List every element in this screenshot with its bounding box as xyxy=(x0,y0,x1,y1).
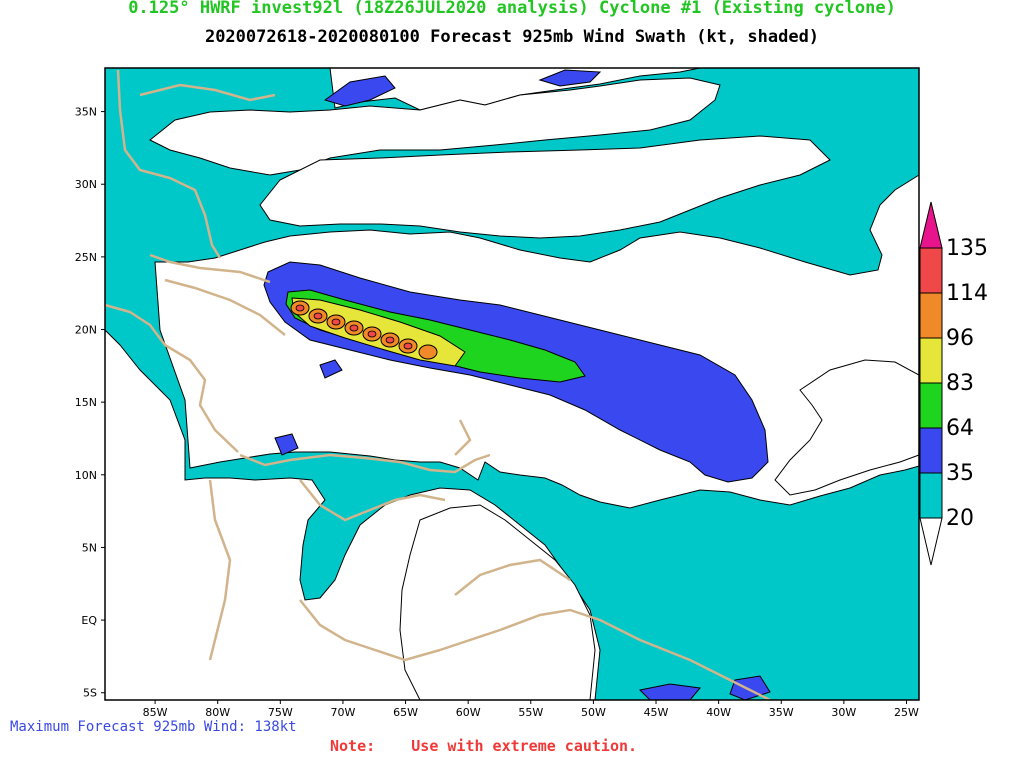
lat-label: 5S xyxy=(83,687,97,700)
colorbar-96-114 xyxy=(919,292,943,339)
latitude-axis: 35N 30N 25N 20N 15N 10N 5N EQ 5S xyxy=(75,106,105,700)
lon-label: 70W xyxy=(331,706,356,719)
lon-label: 45W xyxy=(644,706,669,719)
longitude-axis: 85W 80W 75W 70W 65W 60W 55W 50W 45W 40W 35W 30W 25W xyxy=(143,700,919,719)
colorbar-top-arrow xyxy=(919,201,943,249)
lon-label: 80W xyxy=(205,706,230,719)
calm-region-east xyxy=(774,359,920,496)
lon-label: 30W xyxy=(831,706,856,719)
lon-label: 60W xyxy=(456,706,481,719)
lon-label: 40W xyxy=(706,706,731,719)
lon-label: 35W xyxy=(769,706,794,719)
max-wind-text: Maximum Forecast 925mb Wind: 138kt xyxy=(10,719,297,735)
colorbar-64-83 xyxy=(919,382,943,429)
chart-subtitle: 2020072618-2020080100 Forecast 925mb Win… xyxy=(204,27,820,47)
lat-label: 5N xyxy=(82,541,97,554)
calm-region-south-america xyxy=(399,504,596,701)
lon-label: 55W xyxy=(518,706,543,719)
lon-label: 85W xyxy=(143,706,168,719)
lat-label: 15N xyxy=(75,396,97,409)
lat-label: 35N xyxy=(75,106,97,119)
lat-label: 25N xyxy=(75,251,97,264)
lon-label: 65W xyxy=(393,706,418,719)
calm-region-central xyxy=(259,135,831,239)
lat-label: 20N xyxy=(75,324,97,337)
colorbar-20-35 xyxy=(919,472,943,519)
colorbar-label-135: 135 xyxy=(946,236,988,261)
lat-label: 30N xyxy=(75,178,97,191)
chart-title: 0.125° HWRF invest92l (18Z26JUL2020 anal… xyxy=(128,0,896,18)
colorbar xyxy=(919,201,943,566)
colorbar-83-96 xyxy=(919,337,943,384)
colorbar-114-135 xyxy=(919,247,943,294)
colorbar-bottom-arrow xyxy=(919,517,943,566)
colorbar-label-114: 114 xyxy=(946,281,988,306)
lon-label: 50W xyxy=(581,706,606,719)
lon-label: 25W xyxy=(894,706,919,719)
colorbar-label-83: 83 xyxy=(946,371,974,396)
colorbar-label-64: 64 xyxy=(946,416,974,441)
caution-note: Note: Use with extreme caution. xyxy=(330,737,638,755)
colorbar-label-96: 96 xyxy=(946,326,974,351)
colorbar-label-35: 35 xyxy=(946,461,974,486)
colorbar-35-64 xyxy=(919,427,943,474)
lat-label: 10N xyxy=(75,469,97,482)
colorbar-label-20: 20 xyxy=(946,506,974,531)
calm-region-north xyxy=(149,77,721,176)
coastlines xyxy=(104,69,771,702)
lat-label: EQ xyxy=(81,614,97,627)
lon-label: 75W xyxy=(268,706,293,719)
wind-swath-114-135 xyxy=(295,304,413,350)
